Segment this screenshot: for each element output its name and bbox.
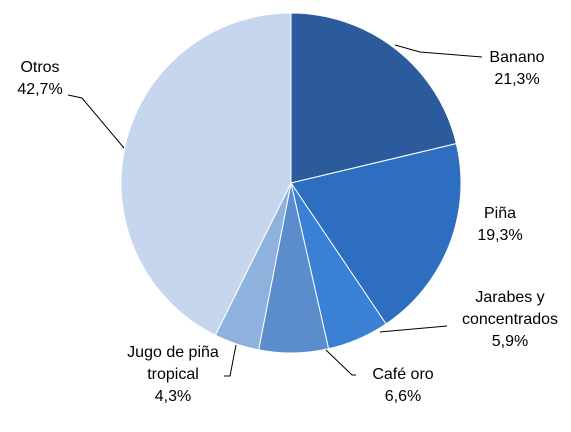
category-label: Banano bbox=[489, 49, 545, 66]
category-label: Café oro bbox=[372, 366, 434, 383]
value-label: 21,3% bbox=[494, 71, 540, 88]
leader-line bbox=[67, 94, 125, 149]
slice bbox=[120, 12, 292, 336]
slice-label: Jugo de piña tropical 4,3% bbox=[108, 342, 238, 408]
value-label: 4,3% bbox=[154, 388, 192, 405]
slice-label: Otros 42,7% bbox=[0, 57, 110, 101]
slice-label: Café oro 6,6% bbox=[333, 364, 473, 408]
category-label: Jugo de piña tropical bbox=[127, 344, 219, 383]
category-label: Jarabes y concentrados bbox=[461, 289, 559, 328]
slice-label: Banano 21,3% bbox=[447, 47, 571, 91]
slice bbox=[290, 12, 457, 184]
slice bbox=[290, 143, 462, 325]
slice-label: Piña 19,3% bbox=[430, 203, 570, 247]
leader-line bbox=[224, 344, 237, 377]
category-label: Otros bbox=[20, 59, 60, 76]
value-label: 6,6% bbox=[384, 388, 422, 405]
value-label: 19,3% bbox=[477, 227, 523, 244]
value-label: 5,9% bbox=[491, 333, 529, 350]
category-label: Piña bbox=[483, 205, 517, 222]
leader-line bbox=[379, 325, 448, 333]
leader-line bbox=[325, 349, 356, 376]
leader-line bbox=[394, 44, 483, 58]
slice-label: Jarabes y concentrados 5,9% bbox=[440, 287, 571, 353]
value-label: 42,7% bbox=[17, 81, 63, 98]
